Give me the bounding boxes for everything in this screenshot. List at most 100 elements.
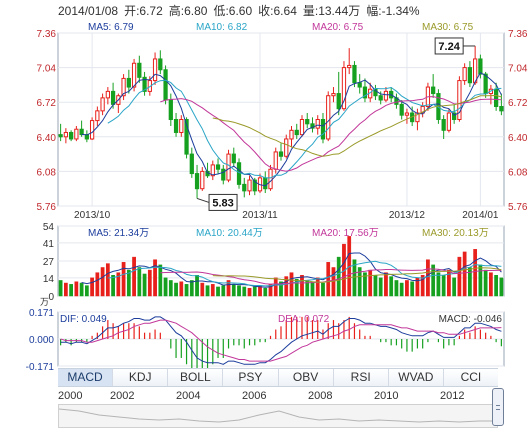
navigator-drag-handle[interactable]	[492, 388, 504, 426]
candle-body	[215, 164, 221, 170]
candle-body	[352, 64, 357, 84]
volume-bar	[158, 264, 163, 297]
candle-body	[362, 86, 368, 99]
navigator-years: 2000 2002 2004 2006 2008 2010 2012	[58, 390, 498, 402]
candle-body	[268, 168, 273, 190]
candle-body	[289, 129, 294, 140]
macd-dea-line	[60, 319, 502, 362]
volume-bar	[111, 275, 115, 297]
candle-body	[89, 120, 95, 140]
macd-legend-dif: DIF: 0.049	[60, 314, 107, 325]
header-open: 开:6.72	[124, 4, 163, 18]
candle-body	[457, 80, 462, 120]
price-y-tick-left: 6.08	[37, 167, 57, 178]
volume-y-tick: 14	[43, 274, 55, 285]
candle-body	[399, 103, 404, 116]
volume-bar	[242, 286, 247, 297]
candle-body	[467, 67, 473, 84]
nav-year: 2002	[110, 390, 135, 402]
tab-rsi[interactable]: RSI	[334, 369, 389, 386]
candle-body	[404, 112, 410, 116]
price-y-tick-left: 6.40	[37, 133, 57, 144]
tab-kdj[interactable]: KDJ	[113, 369, 169, 386]
candle-body	[278, 151, 284, 157]
candle-body	[184, 119, 189, 155]
candle-body	[79, 128, 84, 136]
tab-macd[interactable]: MACD	[58, 369, 114, 386]
volume-bar	[363, 272, 367, 297]
candle-body	[462, 67, 467, 82]
tab-wvad[interactable]: WVAD	[389, 369, 444, 386]
volume-bar	[126, 269, 131, 297]
volume-bar	[153, 259, 157, 297]
volume-bar	[189, 280, 194, 297]
volume-bar	[378, 277, 383, 297]
volume-ma5-line	[81, 252, 502, 288]
candle-body	[483, 73, 488, 95]
candle-body	[336, 93, 341, 110]
candle-body	[347, 64, 352, 69]
volume-bar	[462, 251, 467, 297]
price-legend-1: MA10: 6.82	[196, 22, 248, 33]
volume-bar	[357, 267, 362, 297]
candle-body	[252, 179, 257, 192]
candle-body	[247, 179, 252, 192]
candle-body	[100, 97, 105, 112]
volume-bar	[137, 267, 142, 297]
high-marker-label: 7.24	[438, 41, 460, 53]
price-ma5-line	[81, 72, 502, 187]
volume-y-tick: 54	[43, 222, 55, 233]
candle-body	[441, 119, 446, 131]
volume-bar	[58, 280, 63, 297]
candle-body	[431, 86, 436, 95]
macd-y-tick: -0.171	[26, 362, 55, 373]
candle-body	[121, 77, 126, 97]
volume-bar	[420, 275, 425, 297]
navigator-sparkline	[59, 408, 497, 423]
nav-year: 2012	[440, 390, 465, 402]
price-legend-2: MA20: 6.75	[312, 22, 364, 33]
tab-obv[interactable]: OBV	[279, 369, 334, 386]
volume-bar	[237, 285, 241, 297]
volume-bar	[168, 280, 173, 297]
macd-legend-macd: MACD: -0.046	[439, 314, 503, 325]
volume-bar	[226, 280, 231, 297]
candle-body	[63, 131, 68, 138]
price-y-tick-right: 5.76	[508, 202, 528, 213]
volume-bar	[352, 259, 357, 297]
header-change: 幅:-1.34%	[366, 4, 420, 18]
volume-bar	[84, 285, 89, 297]
low-marker-box	[208, 193, 238, 211]
candle-body	[420, 106, 425, 114]
volume-bar	[142, 273, 147, 297]
volume-bar	[331, 267, 336, 297]
candle-body	[163, 69, 168, 101]
volume-bar	[336, 256, 341, 297]
volume-bar	[116, 272, 121, 297]
candle-body	[263, 177, 268, 190]
history-navigator[interactable]	[58, 404, 498, 428]
candle-body	[478, 58, 483, 75]
candle-body	[105, 90, 110, 99]
volume-bar	[478, 264, 483, 297]
nav-year: 2000	[58, 390, 83, 402]
candle-body	[110, 90, 116, 105]
volume-ma20-line	[160, 268, 502, 285]
volume-bar	[473, 249, 478, 297]
tab-cci[interactable]: CCI	[460, 370, 482, 384]
volume-bar	[384, 272, 388, 297]
quote-header: 2014/01/08 开:6.72 高:6.80 低:6.60 收:6.64 量:13.4…	[58, 2, 426, 20]
tab-psy[interactable]: PSY	[223, 369, 279, 386]
volume-bar	[195, 275, 199, 297]
price-x-tick: 2014/01	[462, 210, 499, 221]
volume-bar	[74, 281, 79, 297]
price-ma10-line	[107, 79, 502, 179]
header-volume: 量:13.44万	[302, 4, 361, 18]
macd-panel: 0.171 0.000 -0.171 DIF: 0.049 DEA: 0.072 MACD…	[26, 308, 505, 381]
volume-bar	[441, 275, 446, 297]
tab-boll[interactable]: BOLL	[168, 369, 224, 386]
volume-bar	[147, 269, 152, 297]
candle-body	[310, 123, 315, 129]
volume-bar	[69, 284, 73, 297]
volume-bar	[321, 282, 325, 297]
